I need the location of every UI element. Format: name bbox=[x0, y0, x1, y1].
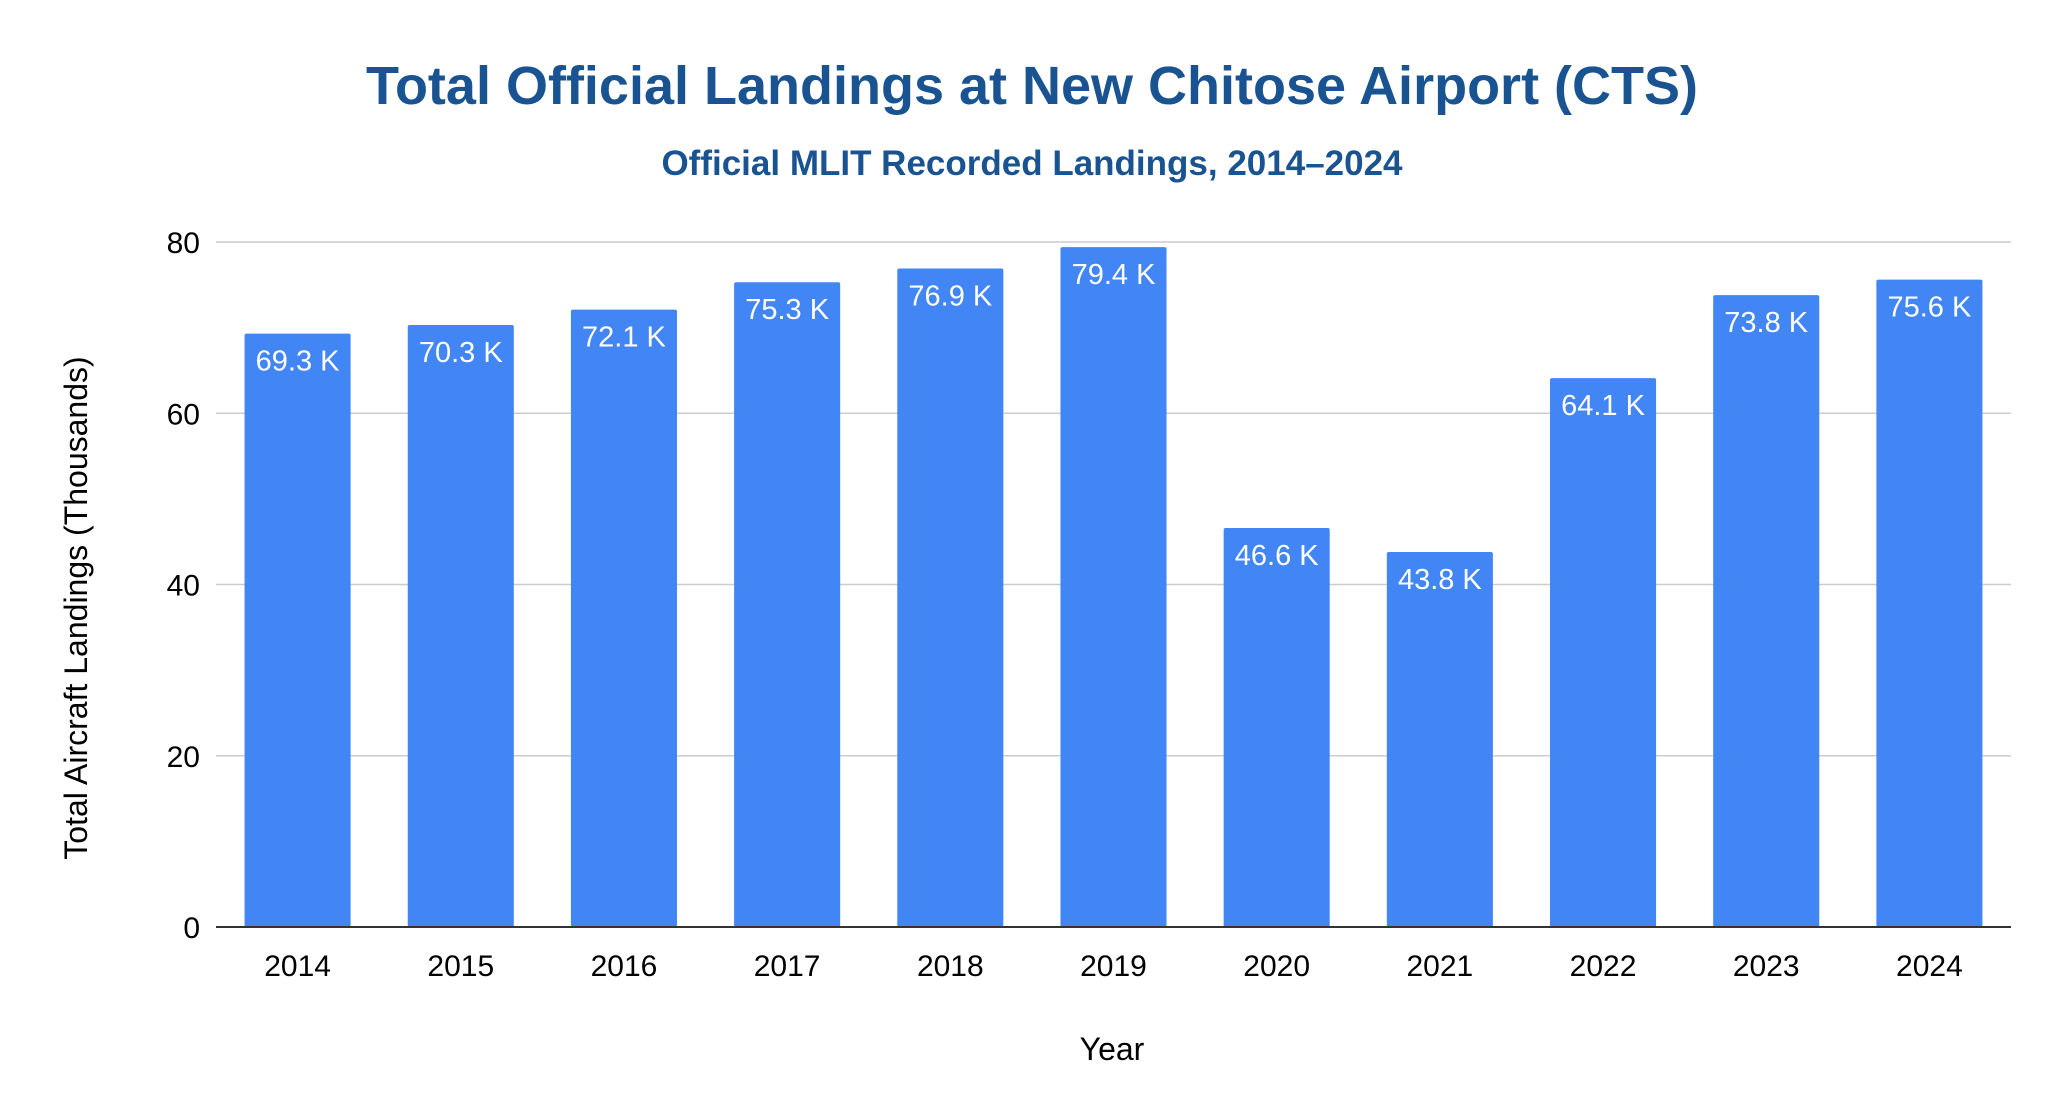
x-axis-ticks: 2014 2015 2016 2017 2018 2019 2020 2021 2022 2023… bbox=[264, 950, 1963, 983]
bar-2018 bbox=[897, 268, 1004, 927]
data-label-2019: 79.4 K bbox=[1072, 259, 1156, 291]
chart-title: Total Official Landings at New Chitose A… bbox=[366, 56, 1698, 116]
bar-2017 bbox=[734, 282, 841, 927]
x-tick-label: 2014 bbox=[264, 950, 331, 983]
data-label-2015: 70.3 K bbox=[419, 337, 503, 369]
y-tick-label: 40 bbox=[167, 570, 200, 603]
y-tick-label: 0 bbox=[183, 912, 200, 945]
data-label-2020: 46.6 K bbox=[1235, 540, 1319, 572]
data-label-2017: 75.3 K bbox=[745, 294, 829, 326]
x-tick-label: 2017 bbox=[754, 950, 821, 983]
bar-2021 bbox=[1386, 551, 1493, 927]
data-labels: 69.3 K 70.3 K 72.1 K 75.3 K 76.9 K 79.4 K 46.6… bbox=[256, 259, 1972, 596]
data-label-2018: 76.9 K bbox=[908, 281, 992, 313]
x-tick-label: 2018 bbox=[917, 950, 984, 983]
data-label-2016: 72.1 K bbox=[582, 322, 666, 354]
x-tick-label: 2020 bbox=[1243, 950, 1310, 983]
bar-2019 bbox=[1060, 247, 1167, 927]
data-label-2023: 73.8 K bbox=[1724, 307, 1808, 339]
x-tick-label: 2019 bbox=[1080, 950, 1147, 983]
bar-2015 bbox=[407, 325, 514, 927]
y-tick-label: 20 bbox=[167, 741, 200, 774]
x-axis-title: Year bbox=[1080, 1031, 1145, 1067]
bar-2016 bbox=[570, 309, 677, 927]
bar-2022 bbox=[1550, 378, 1657, 927]
y-tick-label: 80 bbox=[167, 227, 200, 260]
x-tick-label: 2021 bbox=[1406, 950, 1473, 983]
y-axis-ticks: 0 20 40 60 80 bbox=[167, 227, 200, 945]
x-tick-label: 2016 bbox=[591, 950, 658, 983]
y-axis-title: Total Aircraft Landings (Thousands) bbox=[58, 356, 94, 859]
x-tick-label: 2024 bbox=[1896, 950, 1963, 983]
data-label-2024: 75.6 K bbox=[1887, 292, 1971, 324]
x-tick-label: 2023 bbox=[1733, 950, 1800, 983]
x-tick-label: 2022 bbox=[1570, 950, 1637, 983]
y-tick-label: 60 bbox=[167, 398, 200, 431]
chart-subtitle: Official MLIT Recorded Landings, 2014–20… bbox=[661, 144, 1403, 183]
x-tick-label: 2015 bbox=[427, 950, 494, 983]
bar-2023 bbox=[1713, 295, 1820, 927]
bar-2024 bbox=[1876, 279, 1983, 927]
bar-2014 bbox=[244, 333, 351, 927]
bars bbox=[244, 247, 1983, 927]
data-label-2021: 43.8 K bbox=[1398, 564, 1482, 596]
data-label-2022: 64.1 K bbox=[1561, 390, 1645, 422]
bar-2020 bbox=[1223, 527, 1330, 927]
data-label-2014: 69.3 K bbox=[256, 346, 340, 378]
